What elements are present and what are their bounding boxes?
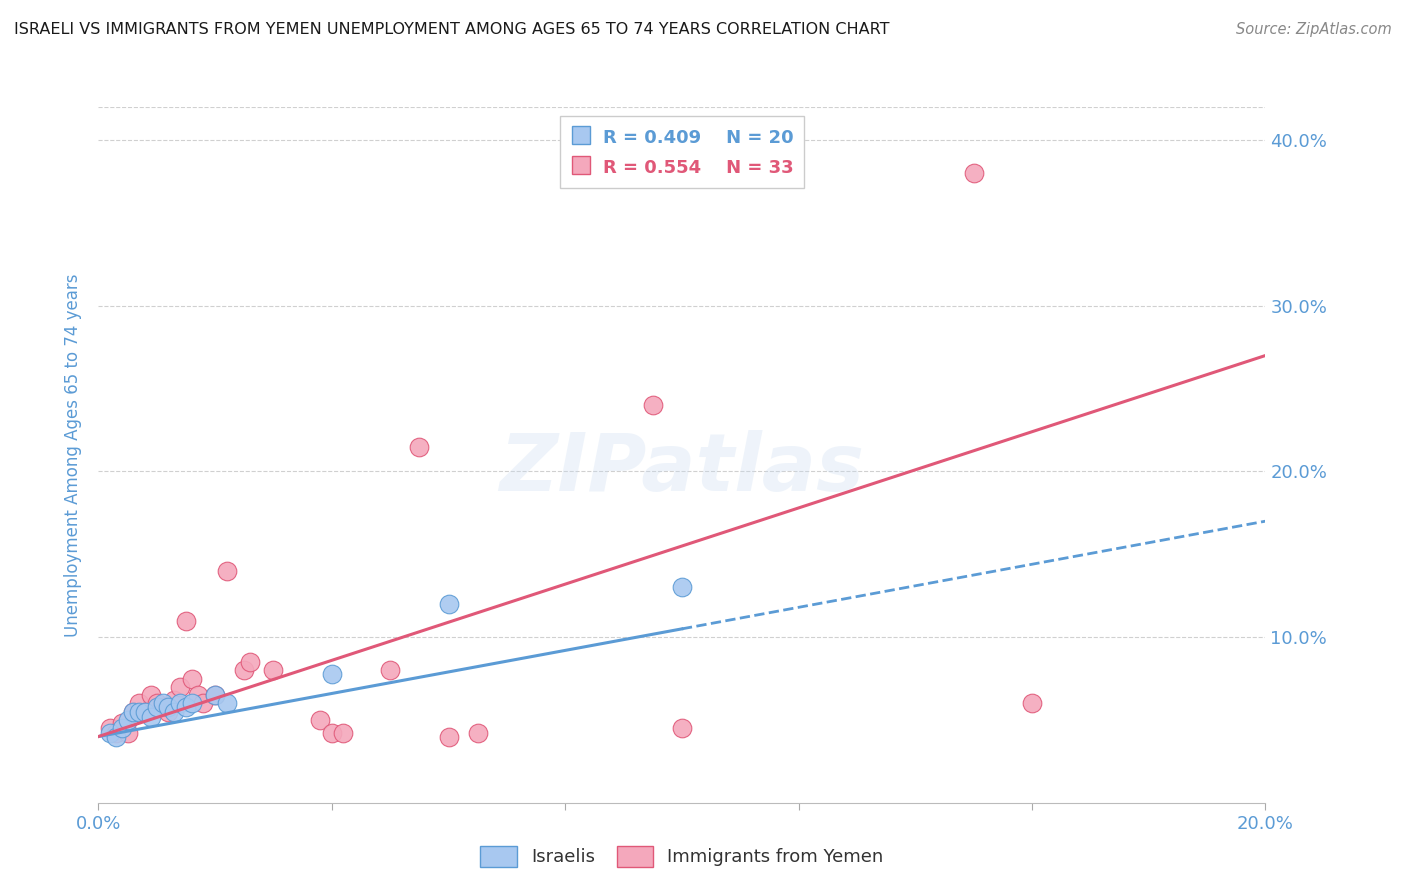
Point [204, 688, 226, 702]
Point [139, 709, 162, 723]
Point [128, 697, 150, 711]
Point [671, 581, 693, 595]
Point [408, 440, 430, 454]
Point [134, 705, 156, 719]
Point [671, 721, 693, 735]
Point [157, 699, 180, 714]
Point [180, 697, 202, 711]
Point [104, 730, 127, 744]
Point [98, 726, 121, 740]
Legend: Israelis, Immigrants from Yemen: Israelis, Immigrants from Yemen [474, 838, 890, 874]
Point [233, 663, 256, 677]
Point [321, 726, 343, 740]
Text: ISRAELI VS IMMIGRANTS FROM YEMEN UNEMPLOYMENT AMONG AGES 65 TO 74 YEARS CORRELAT: ISRAELI VS IMMIGRANTS FROM YEMEN UNEMPLO… [14, 22, 890, 37]
Point [215, 564, 238, 578]
Point [187, 688, 209, 702]
Point [122, 705, 145, 719]
Point [157, 705, 180, 719]
Point [128, 705, 150, 719]
Point [1021, 697, 1043, 711]
Point [139, 688, 162, 702]
Point [321, 666, 343, 681]
Point [163, 705, 186, 719]
Point [962, 166, 984, 180]
Point [169, 697, 191, 711]
Point [152, 699, 174, 714]
Point [174, 614, 197, 628]
Point [146, 699, 169, 714]
Point [122, 705, 145, 719]
Text: ZIPatlas: ZIPatlas [499, 430, 865, 508]
Point [152, 697, 174, 711]
Point [437, 730, 460, 744]
Point [146, 697, 169, 711]
Text: Source: ZipAtlas.com: Source: ZipAtlas.com [1236, 22, 1392, 37]
Point [169, 680, 191, 694]
Point [111, 716, 134, 731]
Point [437, 597, 460, 611]
Point [180, 672, 202, 686]
Point [117, 726, 139, 740]
Point [163, 693, 186, 707]
Point [239, 655, 262, 669]
Point [309, 713, 332, 727]
Y-axis label: Unemployment Among Ages 65 to 74 years: Unemployment Among Ages 65 to 74 years [65, 273, 83, 637]
Point [332, 726, 354, 740]
Point [98, 721, 121, 735]
Point [134, 705, 156, 719]
Point [174, 699, 197, 714]
Point [467, 726, 489, 740]
Point [111, 721, 134, 735]
Point [204, 688, 226, 702]
Point [378, 663, 402, 677]
Point [215, 697, 238, 711]
Point [193, 697, 215, 711]
Point [641, 398, 664, 412]
Point [117, 713, 139, 727]
Point [262, 663, 284, 677]
Point [104, 726, 127, 740]
